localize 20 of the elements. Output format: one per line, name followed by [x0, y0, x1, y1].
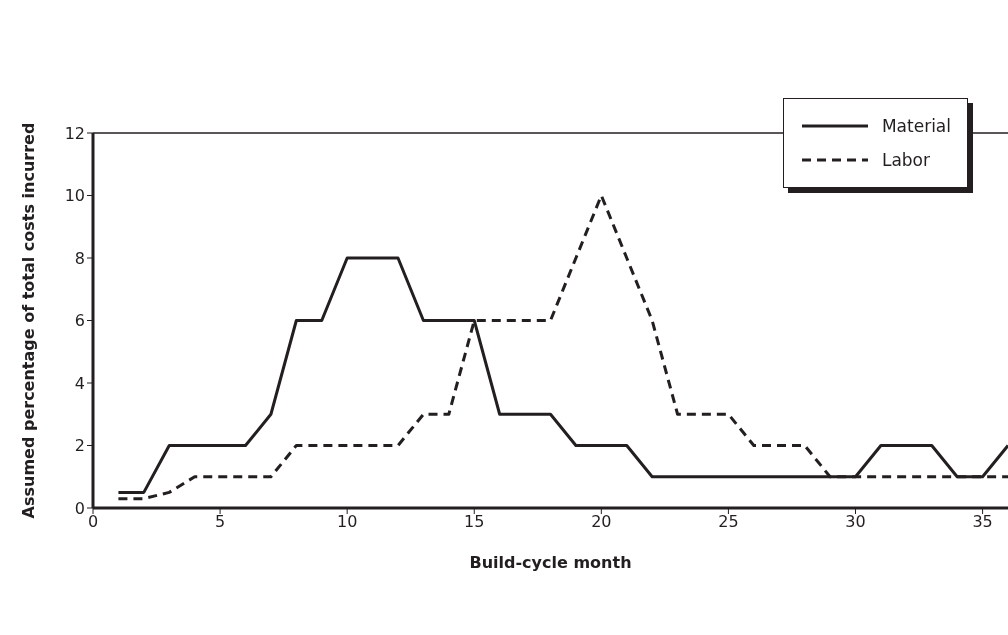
x-tick-label: 30 [845, 512, 866, 532]
y-tick-label: 6 [74, 311, 85, 331]
y-tick-label: 0 [74, 498, 85, 518]
y-tick-label: 4 [74, 373, 85, 393]
x-axis-title: Build-cycle month [469, 553, 632, 572]
x-tick-label: 10 [336, 512, 358, 532]
y-tick-label: 2 [74, 436, 85, 456]
legend-label: Material [881, 116, 951, 136]
x-tick-label: 15 [464, 512, 485, 532]
y-tick-label: 10 [64, 186, 85, 206]
x-tick-label: 20 [591, 512, 612, 532]
y-tick-label: 8 [74, 248, 85, 268]
y-tick-label: 12 [64, 123, 85, 143]
x-tick-label: 25 [718, 512, 739, 532]
x-tick-label: 5 [214, 512, 226, 532]
legend-label: Labor [881, 150, 931, 170]
x-tick-label: 0 [87, 512, 99, 532]
x-tick-label: 35 [972, 512, 993, 532]
y-axis-title: Assumed percentage of total costs incurred [18, 122, 38, 519]
line-series [116, 194, 1008, 501]
